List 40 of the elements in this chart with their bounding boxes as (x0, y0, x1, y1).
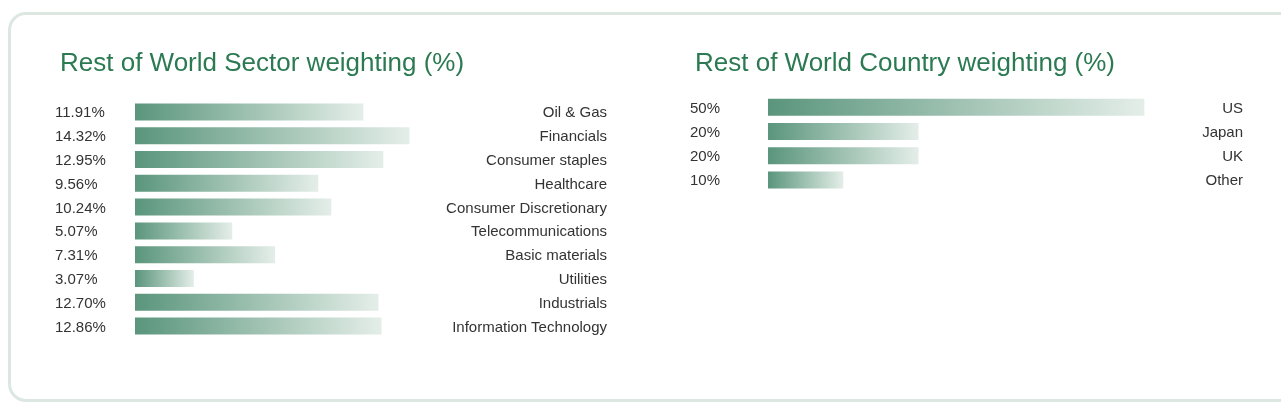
data-label: 14.32% (55, 127, 106, 145)
data-label: 10.24% (55, 198, 106, 216)
data-label: 50% (690, 98, 721, 116)
bar (135, 103, 364, 121)
data-label: 12.86% (55, 317, 106, 335)
y-tick-label: Financials (539, 127, 607, 145)
data-label: 9.56% (55, 174, 98, 192)
y-tick-label: Oil & Gas (542, 103, 607, 121)
data-label: 20% (690, 122, 721, 140)
y-tick-label: UK (1222, 147, 1243, 165)
chart-title: Rest of World Country weighting (%) (695, 47, 1116, 77)
bar (135, 174, 319, 192)
data-label: 3.07% (55, 270, 98, 287)
bar (135, 151, 384, 168)
bar (135, 246, 276, 264)
y-tick-label: Other (1205, 171, 1243, 189)
bar (135, 317, 382, 335)
data-label: 5.07% (55, 222, 98, 240)
y-tick-label: Basic materials (505, 246, 607, 264)
data-label: 12.95% (55, 151, 106, 168)
bar (135, 293, 379, 311)
bar (135, 198, 332, 216)
y-tick-label: Information Technology (452, 317, 608, 335)
y-tick-label: Industrials (538, 293, 607, 311)
bar (135, 270, 194, 287)
chart-title: Rest of World Sector weighting (%) (60, 47, 465, 77)
y-tick-label: Healthcare (534, 174, 607, 192)
data-label: 11.91% (55, 103, 105, 121)
data-label: 12.70% (55, 293, 106, 311)
y-tick-label: Japan (1202, 122, 1243, 140)
y-tick-label: Consumer staples (486, 151, 607, 168)
data-label: 7.31% (55, 246, 98, 264)
y-tick-label: Utilities (558, 270, 607, 287)
data-label: 10% (690, 171, 721, 189)
bar (135, 127, 410, 145)
bar (135, 222, 233, 240)
y-tick-label: Consumer Discretionary (446, 198, 608, 216)
y-tick-label: Telecommunications (471, 222, 607, 240)
data-label: 20% (690, 147, 721, 165)
y-tick-label: US (1222, 98, 1243, 116)
